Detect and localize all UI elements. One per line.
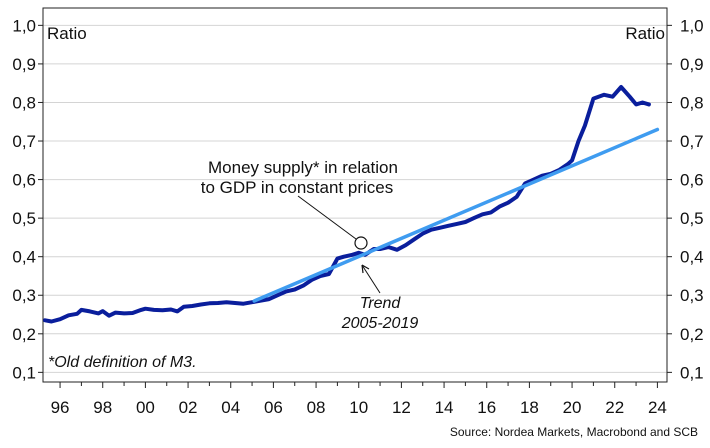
y-axis-label-right: Ratio xyxy=(625,24,665,43)
x-tick-label: 16 xyxy=(477,398,496,417)
y-tick-label-left: 0,7 xyxy=(12,132,36,151)
annotation-money-line2: to GDP in constant prices xyxy=(201,178,393,197)
y-tick-label-right: 0,7 xyxy=(680,132,704,151)
y-tick-label-right: 0,5 xyxy=(680,209,704,228)
annotation-money-line1: Money supply* in relation xyxy=(208,158,398,177)
y-tick-label-right: 1,0 xyxy=(680,16,704,35)
x-tick-label: 14 xyxy=(435,398,454,417)
y-axis-left: 0,1 0,2 0,3 0,4 0,5 0,6 0,7 0,8 0,9 1,0 xyxy=(12,16,43,382)
annotation-pointer-money xyxy=(297,195,357,240)
y-tick-label-left: 0,4 xyxy=(12,248,36,267)
x-tick-label: 96 xyxy=(51,398,70,417)
y-tick-label-right: 0,1 xyxy=(680,363,704,382)
y-tick-label-right: 0,4 xyxy=(680,248,704,267)
x-axis: 96 98 00 02 04 06 08 10 12 14 16 18 20 22 24 xyxy=(51,382,667,417)
annotation-marker-circle xyxy=(354,236,368,250)
y-tick-label-right: 0,8 xyxy=(680,93,704,112)
x-tick-label: 22 xyxy=(605,398,624,417)
y-axis-right: 0,1 0,2 0,3 0,4 0,5 0,6 0,7 0,8 0,9 1,0 xyxy=(667,16,704,382)
y-tick-label-left: 0,3 xyxy=(12,286,36,305)
y-tick-label-left: 0,8 xyxy=(12,93,36,112)
y-tick-label-right: 0,9 xyxy=(680,55,704,74)
x-tick-label: 00 xyxy=(136,398,155,417)
y-tick-label-left: 0,5 xyxy=(12,209,36,228)
y-tick-label-left: 0,6 xyxy=(12,171,36,190)
plot-frame xyxy=(42,7,668,383)
series-line-1 xyxy=(252,127,660,303)
x-tick-label: 08 xyxy=(307,398,326,417)
y-tick-label-right: 0,2 xyxy=(680,325,704,344)
series-line-0 xyxy=(43,85,651,324)
annotation-trend-line2: 2005-2019 xyxy=(341,315,419,332)
y-tick-label-left: 0,9 xyxy=(12,55,36,74)
grid-lines xyxy=(43,24,667,373)
x-tick-label: 98 xyxy=(93,398,112,417)
y-tick-label-left: 1,0 xyxy=(12,16,36,35)
x-tick-label: 10 xyxy=(349,398,368,417)
x-tick-label: 12 xyxy=(392,398,411,417)
y-tick-label-left: 0,1 xyxy=(12,363,36,382)
y-tick-label-right: 0,6 xyxy=(680,171,704,190)
series-group xyxy=(43,85,660,324)
x-tick-label: 06 xyxy=(264,398,283,417)
footnote: *Old definition of M3. xyxy=(48,354,197,371)
source-note: Source: Nordea Markets, Macrobond and SC… xyxy=(450,425,698,439)
annotation-trend-line1: Trend xyxy=(360,295,402,312)
arrowhead-icon xyxy=(361,264,370,274)
x-tick-label: 24 xyxy=(648,398,667,417)
x-tick-label: 02 xyxy=(179,398,198,417)
x-tick-label: 18 xyxy=(520,398,539,417)
x-tick-label: 20 xyxy=(563,398,582,417)
annotation-pointer-trend xyxy=(361,264,381,294)
x-tick-label: 04 xyxy=(221,398,240,417)
y-tick-label-left: 0,2 xyxy=(12,325,36,344)
y-axis-label-left: Ratio xyxy=(47,24,87,43)
y-tick-label-right: 0,3 xyxy=(680,286,704,305)
